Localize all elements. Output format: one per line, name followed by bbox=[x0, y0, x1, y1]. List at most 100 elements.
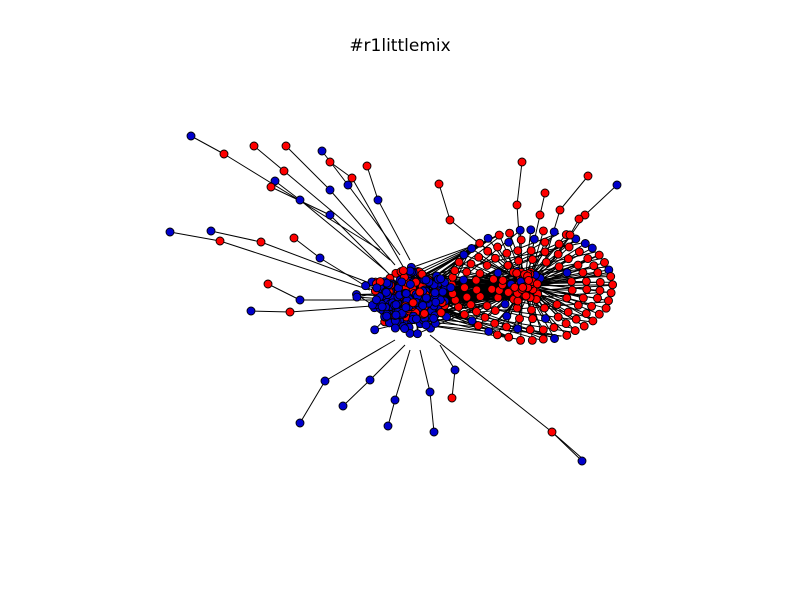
graph-node-red bbox=[538, 334, 548, 344]
graph-edge bbox=[329, 214, 391, 276]
graph-edge bbox=[253, 145, 285, 172]
graph-node-blue bbox=[361, 281, 371, 291]
graph-node-blue bbox=[577, 456, 587, 466]
graph-node-red bbox=[459, 310, 469, 319]
graph-node-red bbox=[581, 309, 591, 319]
graph-node-blue bbox=[562, 268, 572, 278]
graph-node-red bbox=[472, 307, 481, 317]
graph-node-red bbox=[256, 237, 266, 247]
graph-node-blue bbox=[246, 306, 256, 316]
graph-node-blue bbox=[165, 227, 175, 237]
graph-node-blue bbox=[429, 427, 439, 437]
graph-node-red bbox=[535, 210, 545, 220]
graph-node-blue bbox=[315, 253, 325, 263]
graph-node-blue bbox=[526, 225, 536, 235]
graph-node-red bbox=[600, 258, 609, 267]
graph-node-red bbox=[490, 253, 500, 263]
graph-node-red bbox=[563, 254, 573, 264]
figure-title: #r1littlemix bbox=[349, 36, 451, 56]
graph-edge bbox=[267, 283, 301, 301]
graph-node-red bbox=[578, 268, 588, 278]
graph-node-red bbox=[281, 141, 291, 151]
graph-node-blue bbox=[338, 401, 348, 411]
graph-node-red bbox=[606, 272, 616, 281]
graph-node-blue bbox=[370, 325, 380, 335]
graph-node-red bbox=[512, 268, 522, 278]
graph-node-red bbox=[502, 248, 512, 258]
graph-edge bbox=[559, 175, 589, 211]
graph-edge bbox=[293, 237, 321, 259]
graph-node-blue bbox=[381, 287, 391, 297]
graph-node-red bbox=[492, 330, 502, 340]
graph-edge bbox=[283, 170, 391, 261]
graph-node-red bbox=[475, 269, 485, 278]
graph-node-red bbox=[494, 230, 504, 240]
graph-node-red bbox=[521, 291, 531, 301]
graph-node-red bbox=[549, 323, 559, 332]
graph-node-red bbox=[554, 239, 564, 249]
graph-node-blue bbox=[493, 268, 503, 278]
graph-node-red bbox=[538, 226, 548, 236]
graph-node-red bbox=[462, 267, 472, 277]
graph-node-red bbox=[595, 286, 605, 295]
graph-node-blue bbox=[397, 277, 407, 287]
graph-node-red bbox=[594, 250, 604, 260]
graph-node-red bbox=[487, 284, 497, 294]
graph-edge bbox=[169, 231, 221, 242]
graph-node-red bbox=[512, 200, 522, 210]
graph-node-red bbox=[593, 268, 603, 278]
graph-node-blue bbox=[549, 227, 559, 237]
graph-node-blue bbox=[325, 210, 335, 220]
graph-node-red bbox=[587, 301, 597, 311]
graph-node-red bbox=[434, 179, 444, 189]
graph-edge bbox=[321, 150, 349, 186]
graph-node-blue bbox=[425, 387, 435, 397]
graph-node-blue bbox=[206, 226, 216, 236]
graph-edge bbox=[219, 240, 371, 291]
graph-node-red bbox=[462, 292, 472, 302]
graph-edge bbox=[429, 391, 435, 433]
graph-node-red bbox=[595, 277, 605, 287]
graph-node-blue bbox=[504, 237, 514, 247]
graph-node-red bbox=[527, 335, 537, 345]
graph-node-red bbox=[474, 252, 484, 262]
graph-node-blue bbox=[515, 225, 525, 235]
graph-node-red bbox=[588, 316, 598, 326]
graph-node-red bbox=[574, 247, 584, 257]
graph-node-blue bbox=[317, 146, 327, 156]
graph-node-blue bbox=[459, 250, 469, 260]
graph-edge bbox=[429, 334, 553, 433]
graph-node-red bbox=[445, 215, 455, 225]
graph-node-red bbox=[482, 301, 492, 311]
graph-node-red bbox=[466, 300, 476, 310]
graph-node-blue bbox=[587, 243, 597, 253]
graph-node-red bbox=[578, 293, 588, 303]
graph-edge bbox=[329, 161, 353, 179]
graph-node-red bbox=[528, 314, 538, 324]
graph-node-red bbox=[475, 238, 485, 248]
graph-edge bbox=[329, 189, 396, 266]
graph-node-blue bbox=[450, 365, 460, 375]
graph-node-red bbox=[580, 210, 590, 220]
graph-node-red bbox=[583, 254, 593, 264]
graph-node-red bbox=[454, 257, 464, 267]
graph-node-red bbox=[398, 266, 408, 276]
graph-edge bbox=[347, 184, 401, 256]
graph-node-red bbox=[483, 246, 493, 256]
graph-node-red bbox=[582, 284, 592, 294]
graph-node-blue bbox=[421, 320, 431, 330]
graph-node-red bbox=[583, 171, 593, 181]
graph-node-red bbox=[589, 261, 599, 271]
graph-node-blue bbox=[430, 288, 440, 298]
graph-node-red bbox=[526, 246, 536, 256]
graph-node-red bbox=[561, 319, 571, 329]
graph-node-blue bbox=[436, 274, 446, 284]
graph-node-red bbox=[504, 332, 514, 342]
graph-node-blue bbox=[529, 234, 539, 244]
graph-node-red bbox=[447, 393, 457, 403]
graph-node-red bbox=[567, 285, 577, 295]
graph-node-red bbox=[515, 314, 524, 324]
graph-node-red bbox=[489, 274, 498, 284]
graph-node-blue bbox=[390, 323, 400, 333]
graph-node-red bbox=[570, 326, 580, 336]
